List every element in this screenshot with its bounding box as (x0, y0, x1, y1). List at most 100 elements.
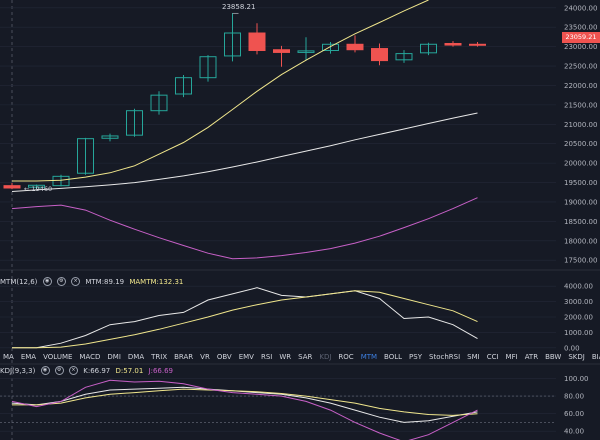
series-line (12, 0, 429, 182)
tab-psy[interactable]: PSY (409, 353, 422, 361)
y-tick-label: 100.00 (564, 375, 589, 383)
tab-brar[interactable]: BRAR (174, 353, 194, 361)
candle-body (52, 175, 70, 187)
candle-body (248, 32, 266, 51)
mtm-title: MTM(12,6) ◉ ⚙ × MTM:89.19 MAMTM:132.31 (0, 277, 186, 286)
mtm-name: MTM(12,6) (0, 277, 38, 286)
tab-boll[interactable]: BOLL (384, 353, 403, 361)
settings-icon[interactable]: ⚙ (56, 277, 66, 286)
tab-roc[interactable]: ROC (338, 353, 354, 361)
tab-dmi[interactable]: DMI (107, 353, 121, 361)
tab-obv[interactable]: OBV (216, 353, 232, 361)
series-line (11, 386, 478, 423)
candle-body (224, 32, 241, 57)
settings-icon[interactable]: ⚙ (54, 366, 64, 375)
y-tick-label: 21500.00 (564, 101, 597, 109)
candle-body (420, 43, 437, 54)
tab-smi[interactable]: SMI (467, 353, 480, 361)
tab-macd[interactable]: MACD (79, 353, 101, 361)
high-label: 23858.21 (222, 3, 256, 11)
tab-ma[interactable]: MA (3, 353, 14, 361)
tab-skdj[interactable]: SKDJ (568, 353, 585, 361)
kdj-d-value: D:57.01 (115, 366, 144, 375)
candle-body (371, 48, 388, 62)
indicator-tabs: MA EMA VOLUME MACD DMI DMA TRIX BRAR VR OBV EMV RSI… (0, 353, 600, 365)
y-tick-label: 40.00 (564, 428, 584, 436)
tab-mfi[interactable]: MFI (505, 353, 518, 361)
close-icon[interactable]: × (69, 366, 79, 375)
series-line (12, 290, 478, 349)
candle-body (3, 185, 21, 189)
tab-cci[interactable]: CCI (486, 353, 499, 361)
candle-body (28, 184, 45, 188)
y-tick-label: 17500.00 (564, 257, 597, 265)
y-tick-label: 0.00 (564, 344, 580, 352)
candle-body (346, 43, 364, 51)
candle-body (175, 77, 192, 95)
y-tick-label: 2000.00 (564, 314, 593, 322)
y-tick-label: 19000.00 (564, 198, 597, 206)
current-price-badge: 23059.21 (562, 32, 600, 43)
series-line (12, 388, 478, 416)
eye-icon[interactable]: ◉ (42, 277, 52, 286)
y-tick-label: 22500.00 (564, 63, 597, 71)
y-tick-label: 18500.00 (564, 218, 597, 226)
tab-dma[interactable]: DMA (127, 353, 145, 361)
tab-emv[interactable]: EMV (238, 353, 254, 361)
y-tick-label: 20500.00 (564, 140, 597, 148)
kdj-k-value: K:66.97 (83, 366, 111, 375)
candle-body (444, 43, 462, 46)
series-line (11, 379, 478, 440)
kdj-j-value: J:66.69 (148, 366, 173, 375)
series-line (11, 197, 478, 260)
y-tick-label: 22000.00 (564, 82, 597, 90)
y-tick-label: 18000.00 (564, 237, 597, 245)
tab-wr[interactable]: WR (279, 353, 292, 361)
tab-mtm[interactable]: MTM (360, 353, 378, 361)
y-tick-label: 21000.00 (564, 121, 597, 129)
kdj-title: KDJ(9,3,3) ◉ ⚙ × K:66.97 D:57.01 J:66.69 (0, 366, 176, 375)
tab-ema[interactable]: EMA (20, 353, 37, 361)
y-tick-label: 4000.00 (564, 283, 593, 291)
kdj-name: KDJ(9,3,3) (0, 366, 36, 375)
low-label: ← 19460 (24, 185, 53, 193)
tab-stochrsi[interactable]: StochRSI (429, 353, 461, 361)
y-tick-label: 3000.00 (564, 298, 593, 306)
candle-body (150, 94, 168, 112)
candle-body (297, 50, 315, 53)
y-tick-label: 20000.00 (564, 160, 597, 168)
y-tick-label: 23500.00 (564, 24, 597, 32)
series-line (12, 287, 478, 349)
tab-bbw[interactable]: BBW (545, 353, 562, 361)
candle-body (395, 53, 413, 61)
y-tick-label: 24000.00 (564, 4, 597, 12)
candle-body (273, 49, 290, 53)
tab-vr[interactable]: VR (200, 353, 210, 361)
tab-sar[interactable]: SAR (298, 353, 313, 361)
y-tick-label: 1000.00 (564, 329, 593, 337)
candle-body (469, 43, 486, 46)
y-tick-label: 60.00 (564, 410, 584, 418)
close-icon[interactable]: × (71, 277, 81, 286)
tab-bias[interactable]: BIAS (591, 353, 600, 361)
candle-body (199, 56, 217, 79)
candle-body (101, 135, 119, 139)
candle-body (77, 138, 94, 174)
tab-atr[interactable]: ATR (524, 353, 539, 361)
y-tick-label: 23000.00 (564, 43, 597, 51)
candle-body (322, 43, 339, 51)
tab-rsi[interactable]: RSI (260, 353, 273, 361)
eye-icon[interactable]: ◉ (40, 366, 50, 375)
mamtm-value: MAMTM:132.31 (129, 277, 184, 286)
mtm-value: MTM:89.19 (85, 277, 125, 286)
y-tick-label: 80.00 (564, 393, 584, 401)
tab-volume[interactable]: VOLUME (43, 353, 73, 361)
tab-kdj[interactable]: KDJ (319, 353, 332, 361)
tab-trix[interactable]: TRIX (151, 353, 168, 361)
y-tick-label: 19500.00 (564, 179, 597, 187)
series-line (11, 112, 478, 192)
low-label-value: 19460 (31, 185, 53, 193)
candle-body (126, 110, 143, 136)
